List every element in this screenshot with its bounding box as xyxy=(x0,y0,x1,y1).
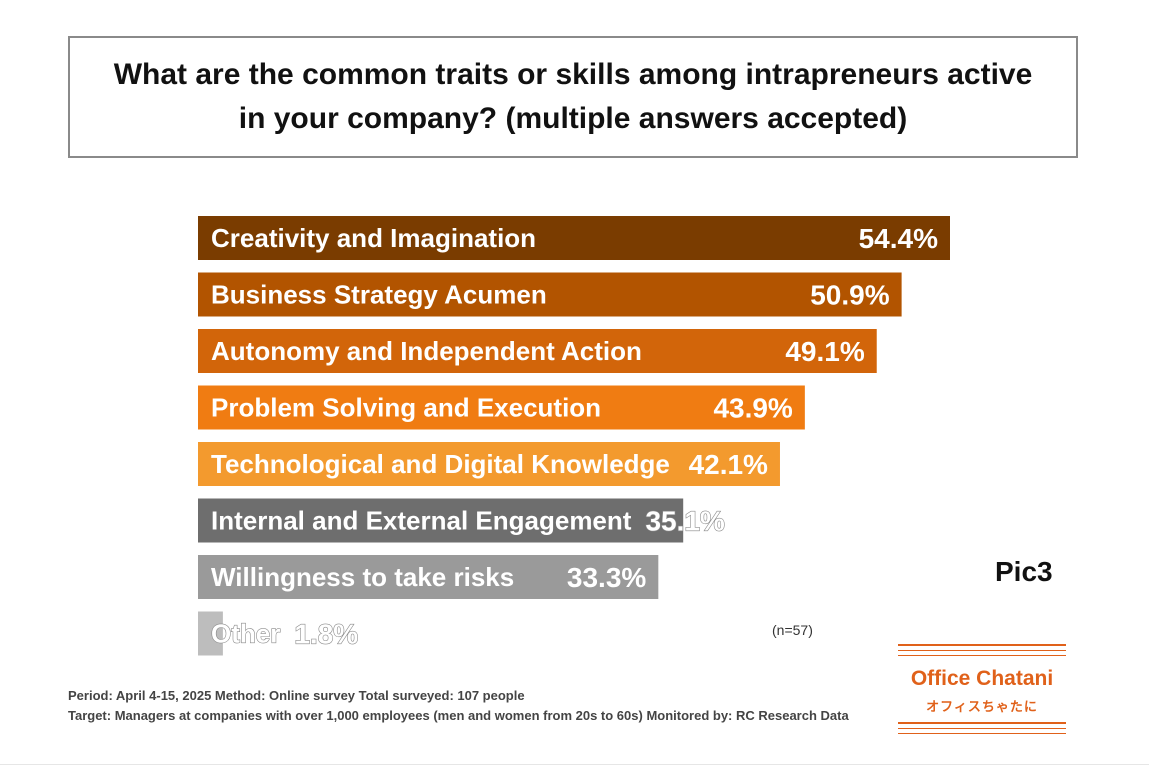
bar-5 xyxy=(198,498,684,543)
bar-category-label: Technological and Digital Knowledge xyxy=(211,449,670,479)
bar-value-label: 54.4% xyxy=(859,223,938,254)
bar-value-label: 43.9% xyxy=(713,393,792,424)
bar-4 xyxy=(198,442,780,486)
bar-2 xyxy=(198,329,877,373)
office-chatani-logo: Office Chatani オフィスちゃたに xyxy=(898,644,1066,736)
chart-title-box: What are the common traits or skills amo… xyxy=(68,36,1078,158)
bar-0 xyxy=(198,216,950,260)
bar-category-label: Autonomy and Independent Action xyxy=(211,336,642,366)
logo-rule-top-3 xyxy=(898,655,1066,656)
logo-rule-bottom-2 xyxy=(898,728,1066,729)
bar-category-label: Internal and External Engagement xyxy=(211,506,632,536)
bar-value-label: 33.3% xyxy=(567,562,646,593)
bar-3 xyxy=(198,385,805,430)
logo-rule-top-2 xyxy=(898,650,1066,651)
logo-name: Office Chatani xyxy=(910,667,1054,690)
logo-rule-top-1 xyxy=(898,644,1066,646)
logo-rule-bottom-3 xyxy=(898,733,1066,734)
bar-value-label: 50.9% xyxy=(810,280,889,311)
bar-category-label: Business Strategy Acumen xyxy=(211,280,547,310)
footnote-line-1: Period: April 4-15, 2025 Method: Online … xyxy=(68,688,525,703)
bar-6 xyxy=(198,555,659,599)
bottom-divider xyxy=(0,764,1149,765)
footnote-line-2: Target: Managers at companies with over … xyxy=(68,707,849,723)
bar-1 xyxy=(198,272,902,317)
bar-category-label: Willingness to take risks xyxy=(211,562,514,592)
logo-rule-bottom-1 xyxy=(898,722,1066,724)
bar-value-label: 42.1% xyxy=(689,449,768,480)
sample-size-note: (n=57) xyxy=(772,622,813,638)
bar-value-label: 1.8% xyxy=(294,619,358,650)
bar-category-label: Problem Solving and Execution xyxy=(211,393,601,423)
pic-label: Pic3 xyxy=(995,556,1053,587)
chart-title: What are the common traits or skills amo… xyxy=(113,58,1033,135)
bar-category-label: Other xyxy=(211,619,280,649)
logo-subtitle: オフィスちゃたに xyxy=(926,699,1038,714)
bar-value-label: 35.1% xyxy=(645,506,724,537)
bar-7 xyxy=(198,611,223,656)
footnote: Period: April 4-15, 2025 Method: Online … xyxy=(68,686,898,725)
bar-category-label: Creativity and Imagination xyxy=(211,223,536,253)
bar-value-label: 49.1% xyxy=(785,336,864,367)
